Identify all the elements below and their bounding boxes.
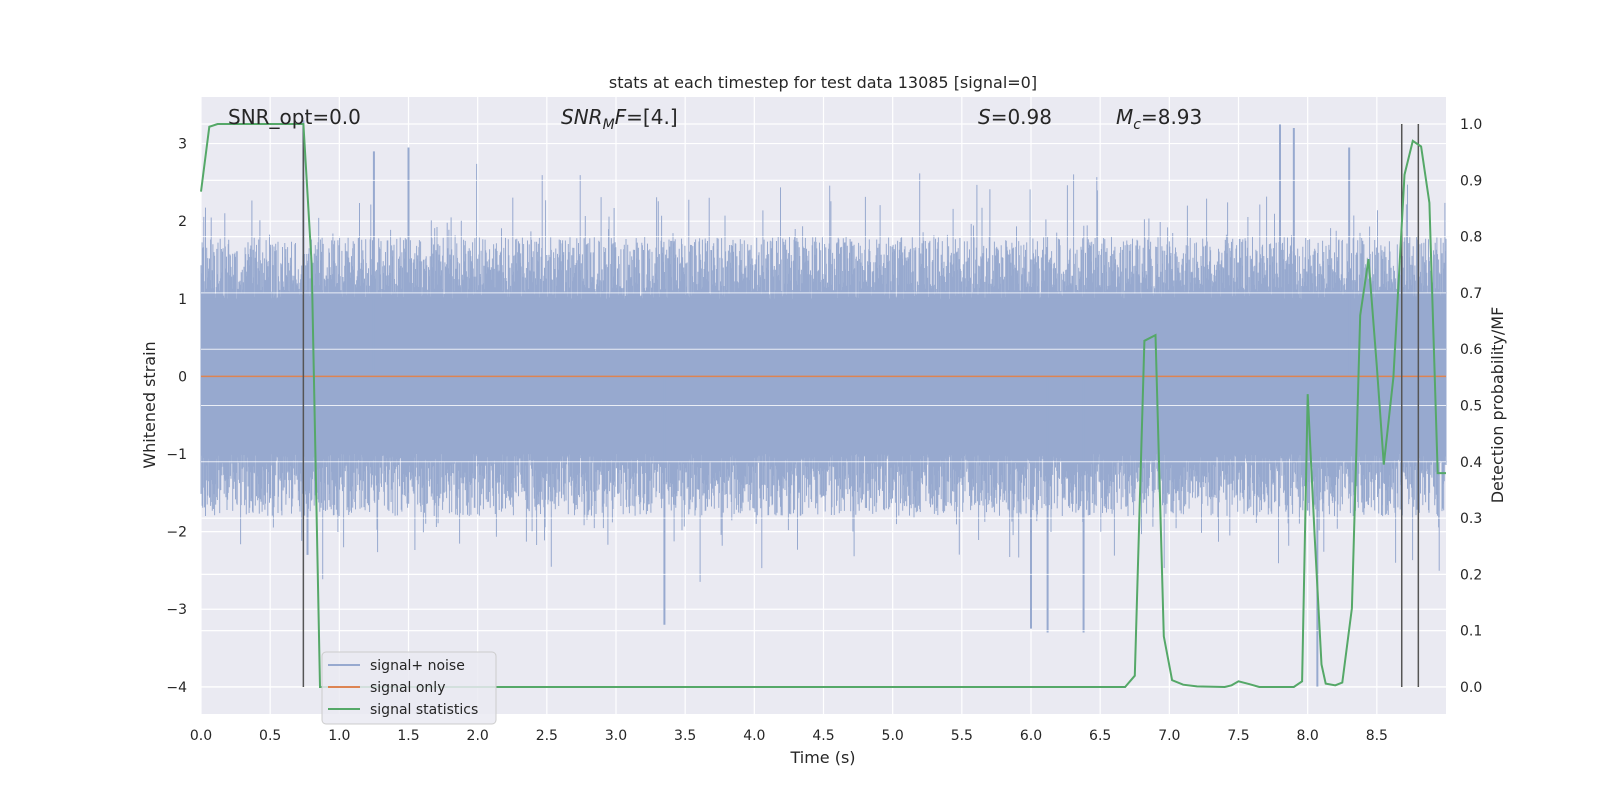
y-left-tick-label: −2: [166, 525, 187, 541]
annotation-snr-mf-sym: SNR: [561, 105, 603, 129]
y-left-tick-label: 0: [178, 369, 187, 385]
annotation-mc-sub: c: [1133, 117, 1141, 133]
annotation-mc-value: =8.93: [1141, 105, 1202, 129]
x-tick-label: 6.5: [1089, 728, 1111, 744]
x-tick-label: 3.5: [674, 728, 696, 744]
annotation-spin-sym: S: [978, 105, 991, 129]
annotation-spin: S=0.98: [978, 105, 1052, 129]
annotation-spin-value: =0.98: [991, 105, 1052, 129]
y-right-tick-label: 1.0: [1460, 117, 1482, 133]
chart-title: stats at each timestep for test data 130…: [609, 73, 1037, 92]
x-tick-label: 5.0: [882, 728, 904, 744]
annotation-snr-mf-sub: M: [603, 117, 615, 133]
x-tick-label: 6.0: [1020, 728, 1042, 744]
y-left-tick-label: −3: [166, 602, 187, 618]
y-left-tick-labels: −4 −3 −2 −1 0 1 2 3: [166, 137, 187, 696]
annotation-snr-mf-tail: F: [615, 105, 627, 129]
y-left-tick-label: −1: [166, 447, 187, 463]
annotation-snr-mf: SNRMF=[4.]: [561, 105, 678, 133]
x-tick-label: 2.0: [467, 728, 489, 744]
x-tick-label: 2.5: [536, 728, 558, 744]
x-tick-label: 4.0: [743, 728, 765, 744]
annotation-snr-opt: SNR_opt=0.0: [228, 105, 361, 129]
x-tick-label: 1.5: [397, 728, 419, 744]
annotation-mc-sym: M: [1116, 105, 1133, 129]
y-left-tick-label: 3: [178, 137, 187, 153]
y-right-tick-label: 0.9: [1460, 173, 1482, 189]
x-tick-label: 8.5: [1366, 728, 1388, 744]
y-right-tick-label: 0.5: [1460, 399, 1482, 415]
y-axis-label-right: Detection probability/MF: [1488, 307, 1507, 504]
x-axis-label: Time (s): [789, 748, 855, 767]
y-right-tick-label: 0.4: [1460, 455, 1482, 471]
x-tick-label: 5.5: [951, 728, 973, 744]
x-tick-label: 1.0: [328, 728, 350, 744]
x-tick-label: 0.5: [259, 728, 281, 744]
y-left-tick-label: 2: [178, 214, 187, 230]
x-tick-label: 8.0: [1297, 728, 1319, 744]
annotation-mc: Mc=8.93: [1116, 105, 1202, 133]
series-signal-statistics: [200, 123, 1446, 689]
x-tick-label: 3.0: [605, 728, 627, 744]
y-right-tick-label: 0.8: [1460, 230, 1482, 246]
legend-box: [321, 651, 497, 725]
y-right-tick-label: 0.7: [1460, 286, 1482, 302]
x-tick-label: 7.0: [1158, 728, 1180, 744]
legend-label-signal-noise: signal+ noise: [370, 658, 465, 674]
y-right-tick-label: 0.0: [1460, 680, 1482, 696]
y-left-tick-label: −4: [166, 680, 187, 696]
y-right-tick-labels: 0.0 0.1 0.2 0.3 0.4 0.5 0.6 0.7 0.8 0.9 1.0: [1460, 117, 1482, 696]
y-right-tick-label: 0.3: [1460, 511, 1482, 527]
legend: signal+ noise signal only signal statist…: [321, 651, 497, 725]
y-left-tick-label: 1: [178, 292, 187, 308]
legend-label-signal-only: signal only: [370, 680, 445, 696]
y-right-tick-label: 0.2: [1460, 567, 1482, 583]
y-right-tick-label: 0.1: [1460, 624, 1482, 640]
x-tick-label: 4.5: [812, 728, 834, 744]
x-tick-labels: 0.0 0.5 1.0 1.5 2.0 2.5 3.0 3.5 4.0 4.5 5.0 5.5 6.0 6…: [190, 728, 1388, 744]
x-tick-label: 7.5: [1227, 728, 1249, 744]
y-axis-label-left: Whitened strain: [140, 341, 159, 468]
x-tick-label: 0.0: [190, 728, 212, 744]
y-right-tick-label: 0.6: [1460, 342, 1482, 358]
legend-label-signal-statistics: signal statistics: [370, 702, 478, 718]
annotation-snr-mf-value: =[4.]: [626, 105, 677, 129]
